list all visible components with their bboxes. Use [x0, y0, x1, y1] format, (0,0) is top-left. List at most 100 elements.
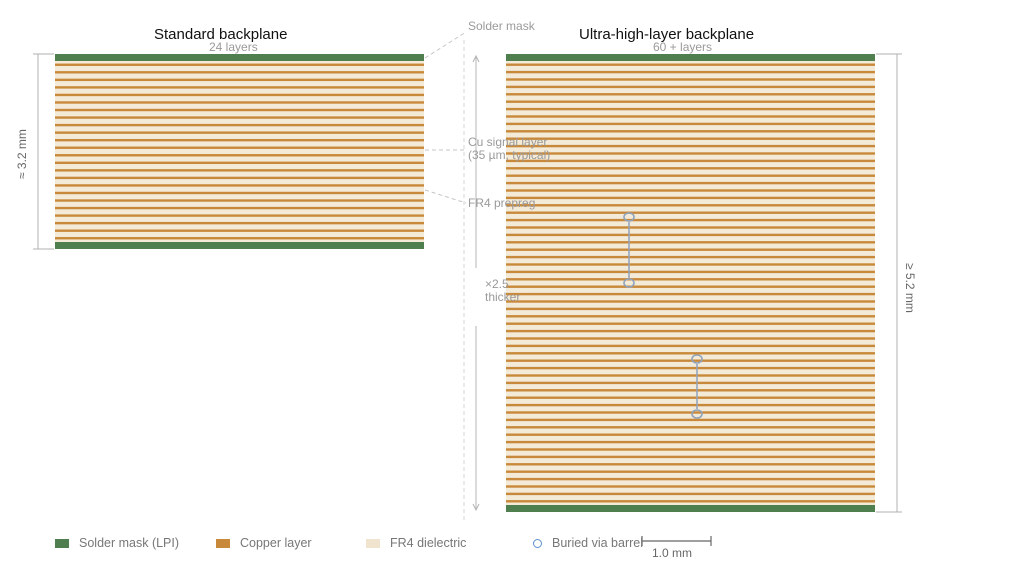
fr4-dielectric [55, 61, 424, 242]
legend-fr4: FR4 dielectric [366, 536, 466, 550]
copper-layer [506, 93, 875, 96]
copper-layer [506, 285, 875, 288]
left-stackup [55, 54, 424, 249]
right-subtitle: 60 + layers [653, 40, 713, 54]
copper-layer [506, 270, 875, 274]
cu-layer-callout: Cu signal layer [468, 135, 548, 149]
copper-layer [55, 78, 424, 82]
copper-layer [506, 137, 875, 140]
scale-bar-label: 1.0 mm [652, 546, 693, 560]
via-circle-icon [533, 538, 542, 548]
copper-layer [506, 344, 875, 348]
callout-leaders [424, 31, 467, 204]
copper-layer [506, 130, 875, 133]
copper-layer [506, 278, 875, 281]
copper-layer [55, 131, 424, 134]
copper-layer [55, 199, 424, 202]
copper-layer [506, 470, 875, 473]
solder-mask-callout: Solder mask [468, 19, 535, 33]
copper-layer [506, 418, 875, 422]
copper-layer [506, 411, 875, 414]
legend-copper: Copper layer [216, 536, 312, 550]
copper-layer [506, 226, 875, 229]
copper-layer [506, 322, 875, 325]
copper-layer [506, 78, 875, 81]
copper-layer [55, 237, 424, 240]
copper-layer [506, 241, 875, 244]
fr4-swatch [366, 538, 380, 548]
buried-via-1 [623, 212, 635, 288]
copper-layer [55, 146, 424, 149]
copper-layer [55, 154, 424, 157]
copper-layer [506, 204, 875, 207]
copper-layer [506, 403, 875, 407]
copper-layer [506, 189, 875, 192]
copper-layer [506, 122, 875, 126]
legend-via: Buried via barrel [533, 536, 643, 550]
legend-copper-label: Copper layer [240, 536, 312, 550]
solder-mask-bottom [55, 242, 424, 249]
copper-layer [506, 433, 875, 436]
copper-layer [55, 161, 424, 165]
copper-layer [55, 214, 424, 217]
copper-layer [506, 329, 875, 333]
copper-layer [506, 144, 875, 148]
left-thickness-label: ≈ 3.2 mm [15, 129, 29, 179]
copper-layer [506, 389, 875, 392]
copper-layer [506, 248, 875, 251]
copper-layer [506, 211, 875, 214]
copper-layer [55, 221, 424, 225]
copper-layer [506, 366, 875, 370]
copper-layer [506, 374, 875, 377]
copper-layer [506, 500, 875, 503]
legend-solder-mask-label: Solder mask (LPI) [79, 536, 180, 550]
copper-layer [506, 337, 875, 340]
copper-layer [55, 86, 424, 89]
copper-layer [506, 359, 875, 362]
right-thickness-label: ≥ 5.2 mm [903, 263, 917, 313]
solder-mask-top [55, 54, 424, 61]
copper-layer [506, 233, 875, 237]
copper-layer [55, 63, 424, 66]
copper-layer [55, 101, 424, 104]
legend-solder-mask: Solder mask (LPI) [55, 536, 179, 550]
copper-layer [506, 85, 875, 89]
copper-layer [55, 123, 424, 127]
ratio-value: ×2.5 [485, 277, 509, 291]
copper-layer [55, 229, 424, 232]
copper-layer [506, 100, 875, 103]
copper-layer [506, 396, 875, 399]
copper-layer [506, 218, 875, 222]
copper-layer [55, 138, 424, 142]
left-subtitle: 24 layers [209, 40, 258, 54]
cu-layer-callout-detail: (35 µm, typical) [468, 148, 551, 162]
copper-layer [55, 116, 424, 119]
copper-layer [506, 181, 875, 185]
right-thickness-dimension [876, 53, 902, 513]
copper-layer [506, 159, 875, 163]
copper-layer [55, 108, 424, 112]
copper-layer [506, 63, 875, 66]
copper-layer [506, 255, 875, 259]
legend-via-label: Buried via barrel [552, 536, 644, 550]
ratio-arrows [472, 54, 480, 512]
copper-layer [506, 315, 875, 318]
copper-layer [506, 307, 875, 311]
copper-layer [506, 107, 875, 111]
solder-mask-top [506, 54, 875, 61]
copper-layer [55, 184, 424, 187]
scale-bar [641, 536, 712, 546]
copper-layer [506, 152, 875, 155]
copper-layer [55, 93, 424, 97]
copper-layer [55, 71, 424, 74]
right-title: Ultra-high-layer backplane [579, 26, 755, 43]
copper-layer [55, 169, 424, 172]
copper-layer [506, 492, 875, 496]
solder-mask-bottom [506, 505, 875, 512]
copper-layer [506, 381, 875, 385]
fr4-callout: FR4 prepreg [468, 196, 536, 210]
copper-layer [506, 440, 875, 444]
left-title: Standard backplane [154, 26, 288, 43]
left-thickness-dimension [33, 53, 54, 250]
